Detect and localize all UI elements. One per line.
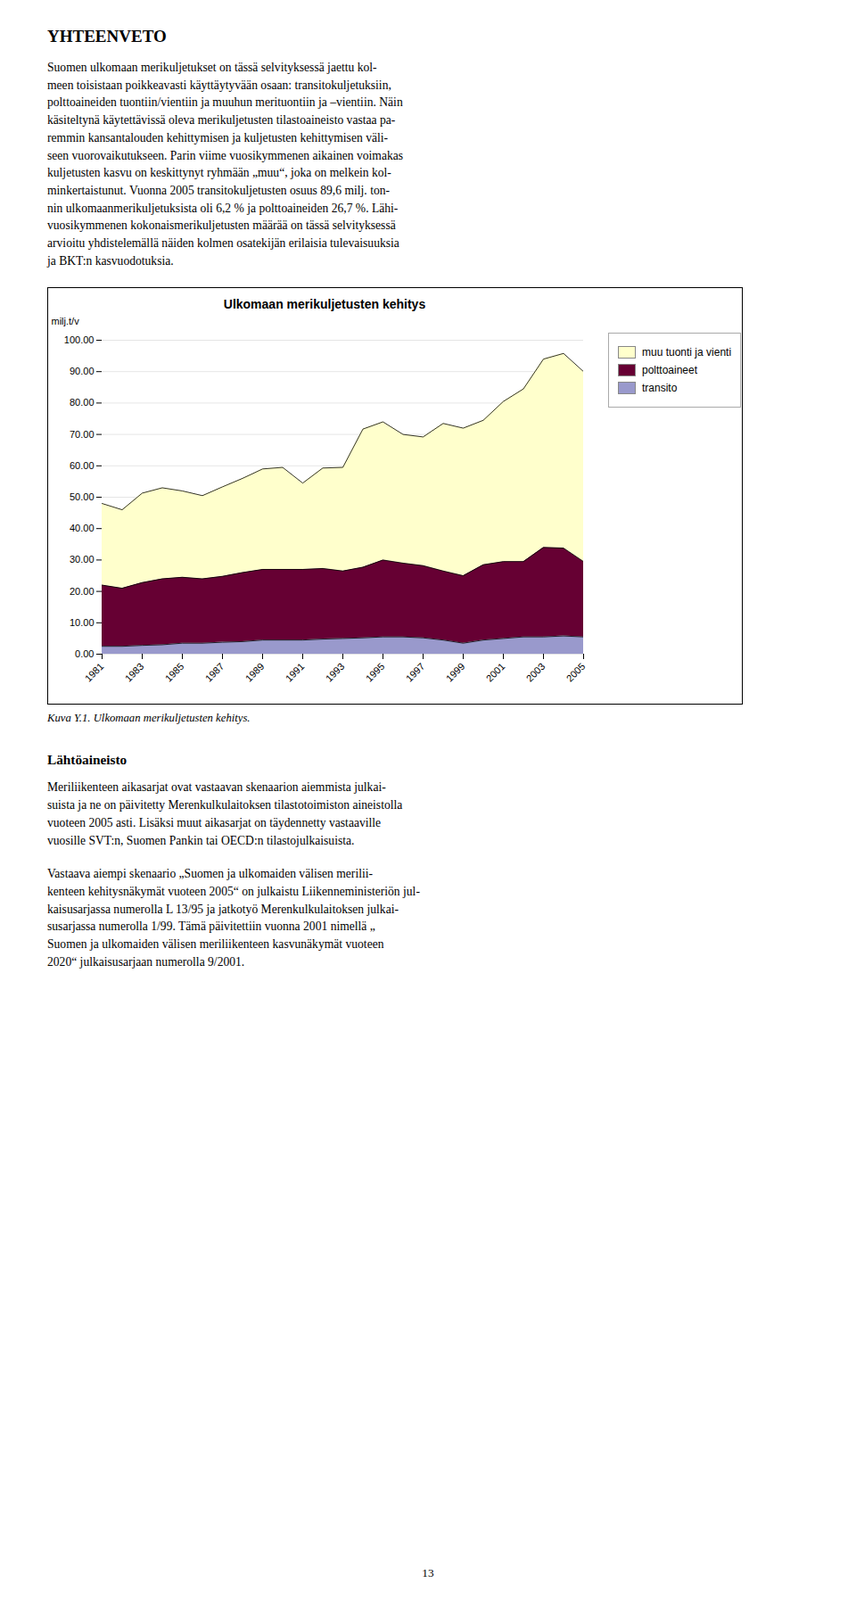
html-text:Kuva Y.1. Ulkomaan merikuljetu: Kuva Y.1. Ulkomaan merikuljetusten kehit… xyxy=(47,711,251,725)
html-text:13: 13 xyxy=(422,1565,434,1580)
svg-text:40.00: 40.00 xyxy=(69,523,95,535)
svg-text:20.00: 20.00 xyxy=(69,585,95,597)
svg-text:90.00: 90.00 xyxy=(69,366,95,378)
svg-text:70.00: 70.00 xyxy=(69,428,95,440)
svg-text:1989: 1989 xyxy=(243,660,267,684)
html-text:polttoaineet: polttoaineet xyxy=(642,364,698,377)
svg-text:1995: 1995 xyxy=(363,660,387,684)
html-text:Ulkomaan merikuljetusten kehit: Ulkomaan merikuljetusten kehitys xyxy=(223,297,426,312)
svg-text:2005: 2005 xyxy=(564,660,588,684)
html-text:Vastaava aiempi skenaario „Suo: Vastaava aiempi skenaario „Suomen ja ulk… xyxy=(47,866,420,969)
svg-text:1987: 1987 xyxy=(203,660,227,684)
svg-text:50.00: 50.00 xyxy=(69,491,95,503)
html-text:muu tuonti ja vienti: muu tuonti ja vienti xyxy=(642,346,732,359)
svg-text:1993: 1993 xyxy=(323,660,347,684)
svg-text:1983: 1983 xyxy=(123,660,147,684)
svg-text:10.00: 10.00 xyxy=(69,617,95,628)
html-text:YHTEENVETO: YHTEENVETO xyxy=(47,26,167,46)
svg-text:2001: 2001 xyxy=(484,660,508,684)
svg-text:1985: 1985 xyxy=(163,660,187,684)
html-text:Meriliikenteen aikasarjat ovat: Meriliikenteen aikasarjat ovat vastaavan… xyxy=(47,780,403,847)
svg-text:100.00: 100.00 xyxy=(64,334,95,346)
svg-text:milj.t/v: milj.t/v xyxy=(51,316,81,328)
svg-text:2003: 2003 xyxy=(524,660,548,684)
svg-text:1981: 1981 xyxy=(82,660,107,684)
svg-text:60.00: 60.00 xyxy=(69,460,95,471)
svg-text:1991: 1991 xyxy=(283,660,307,684)
html-text:transito: transito xyxy=(642,381,678,395)
svg-text:80.00: 80.00 xyxy=(69,397,95,409)
html-text:Lähtöaineisto: Lähtöaineisto xyxy=(47,752,127,768)
html-text:Suomen ulkomaan merikuljetukse: Suomen ulkomaan merikuljetukset on tässä… xyxy=(47,60,404,268)
svg-text:30.00: 30.00 xyxy=(69,554,95,566)
svg-text:1997: 1997 xyxy=(403,660,428,684)
svg-text:0.00: 0.00 xyxy=(74,648,94,659)
svg-text:1999: 1999 xyxy=(444,660,468,684)
